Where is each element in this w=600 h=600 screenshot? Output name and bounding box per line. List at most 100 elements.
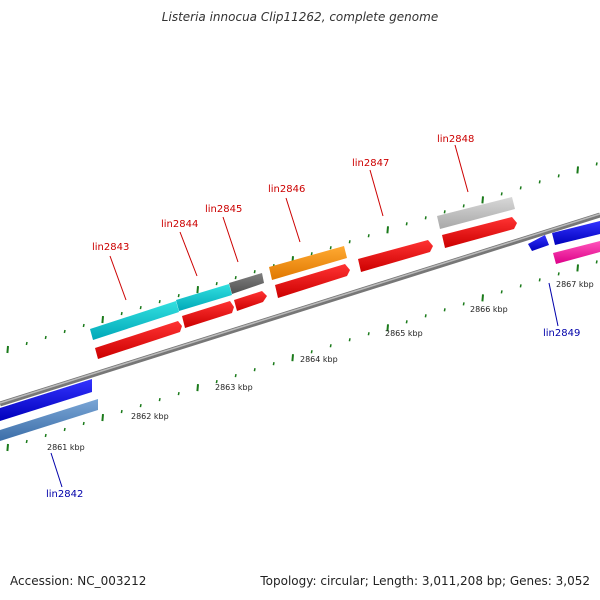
- tick-mark: [120, 311, 123, 316]
- feature-blue-lin2849[interactable]: [552, 221, 600, 245]
- tick-labels: 2861 kbp 2862 kbp 2863 kbp 2864 kbp 2865…: [47, 280, 594, 452]
- tick-label: 2866 kbp: [470, 305, 508, 314]
- genome-backbone: [0, 212, 600, 407]
- tick-mark: [272, 362, 275, 366]
- gene-label-lin2844: lin2844: [161, 219, 198, 230]
- tick-mark: [424, 216, 427, 220]
- tick-mark: [44, 335, 47, 340]
- tick-mark: [44, 433, 47, 438]
- tick-mark: [310, 350, 313, 354]
- feature-darkgrey[interactable]: [229, 273, 264, 294]
- tick-mark: [82, 421, 85, 426]
- tick-mark: [538, 278, 541, 282]
- feature-red-5[interactable]: [358, 240, 433, 272]
- tick-mark: [386, 226, 389, 234]
- feature-blue-small[interactable]: [528, 235, 549, 251]
- tick-mark: [63, 329, 66, 334]
- tick-mark: [63, 427, 66, 432]
- tick-mark: [196, 384, 199, 392]
- tick-mark: [462, 204, 465, 208]
- gene-labels: lin2842 lin2843 lin2844 lin2845 lin2846 …: [46, 134, 580, 500]
- tick-mark: [234, 276, 237, 280]
- tick-mark: [405, 222, 408, 226]
- feature-cyan-2[interactable]: [176, 284, 232, 311]
- tick-mark: [329, 246, 332, 250]
- tick-mark: [519, 186, 522, 190]
- tick-mark: [557, 174, 560, 178]
- tick-mark: [253, 270, 256, 274]
- tick-label: 2862 kbp: [131, 412, 169, 421]
- tick-mark: [291, 354, 294, 362]
- tick-label: 2867 kbp: [556, 280, 594, 289]
- tick-mark: [500, 290, 503, 294]
- feature-lightgrey[interactable]: [437, 197, 515, 229]
- gene-label-lin2842: lin2842: [46, 489, 83, 500]
- gene-label-lin2845: lin2845: [205, 204, 242, 215]
- tick-mark: [234, 374, 237, 378]
- tick-mark: [405, 320, 408, 324]
- gene-leader-lines: [50, 144, 559, 488]
- tick-mark: [500, 192, 503, 196]
- tick-mark: [557, 272, 560, 276]
- gene-label-lin2847: lin2847: [352, 158, 389, 169]
- accession-text: Accession: NC_003212: [10, 574, 147, 588]
- tick-mark: [443, 308, 446, 312]
- tick-mark: [576, 166, 579, 174]
- tick-mark: [538, 180, 541, 184]
- feature-red-2[interactable]: [182, 301, 234, 328]
- feature-cyan-1[interactable]: [90, 301, 179, 340]
- tick-mark: [329, 344, 332, 348]
- tick-mark: [348, 240, 351, 244]
- feature-red-6[interactable]: [442, 217, 517, 248]
- feature-red-3[interactable]: [234, 291, 267, 311]
- map-title: Listeria innocua Clip11262, complete gen…: [161, 10, 439, 24]
- feature-red-4[interactable]: [275, 264, 350, 298]
- tick-mark: [424, 314, 427, 318]
- tick-mark: [367, 234, 370, 238]
- tick-mark: [215, 281, 218, 286]
- tick-mark: [481, 196, 484, 204]
- gene-label-lin2849: lin2849: [543, 328, 580, 339]
- tick-mark: [6, 345, 9, 354]
- tick-mark: [82, 323, 85, 328]
- tick-label: 2865 kbp: [385, 329, 423, 338]
- feature-pink[interactable]: [553, 241, 600, 264]
- gene-label-lin2848: lin2848: [437, 134, 474, 145]
- tick-mark: [595, 260, 598, 264]
- feature-steelblue[interactable]: [0, 399, 98, 441]
- tick-mark: [139, 403, 142, 408]
- tick-mark: [25, 341, 28, 346]
- tick-mark: [576, 264, 579, 272]
- tick-mark: [215, 379, 218, 384]
- tick-mark: [386, 324, 389, 332]
- tick-label: 2863 kbp: [215, 383, 253, 392]
- tick-mark: [101, 413, 104, 422]
- tick-mark: [6, 443, 9, 452]
- tick-label: 2864 kbp: [300, 355, 338, 364]
- tick-mark: [367, 332, 370, 336]
- feature-orange[interactable]: [269, 246, 347, 280]
- tick-mark: [120, 409, 123, 414]
- tick-mark: [310, 252, 313, 256]
- gene-label-lin2843: lin2843: [92, 242, 129, 253]
- gene-label-lin2846: lin2846: [268, 184, 305, 195]
- tick-mark: [139, 305, 142, 310]
- tick-mark: [481, 294, 484, 302]
- tick-mark: [158, 299, 161, 304]
- tick-mark: [443, 210, 446, 214]
- tick-mark: [158, 397, 161, 402]
- tick-mark: [462, 302, 465, 306]
- tick-label: 2861 kbp: [47, 443, 85, 452]
- tick-mark: [101, 315, 104, 324]
- feature-red-1[interactable]: [95, 321, 182, 359]
- tick-mark: [253, 368, 256, 372]
- tick-mark: [177, 293, 180, 298]
- feature-blue-lin2842-region[interactable]: [0, 379, 92, 421]
- tick-mark: [196, 286, 199, 294]
- inner-tick-track: [6, 260, 598, 452]
- topology-summary: Topology: circular; Length: 3,011,208 bp…: [260, 574, 590, 588]
- tick-mark: [25, 439, 28, 444]
- tick-mark: [519, 284, 522, 288]
- tick-mark: [177, 391, 180, 396]
